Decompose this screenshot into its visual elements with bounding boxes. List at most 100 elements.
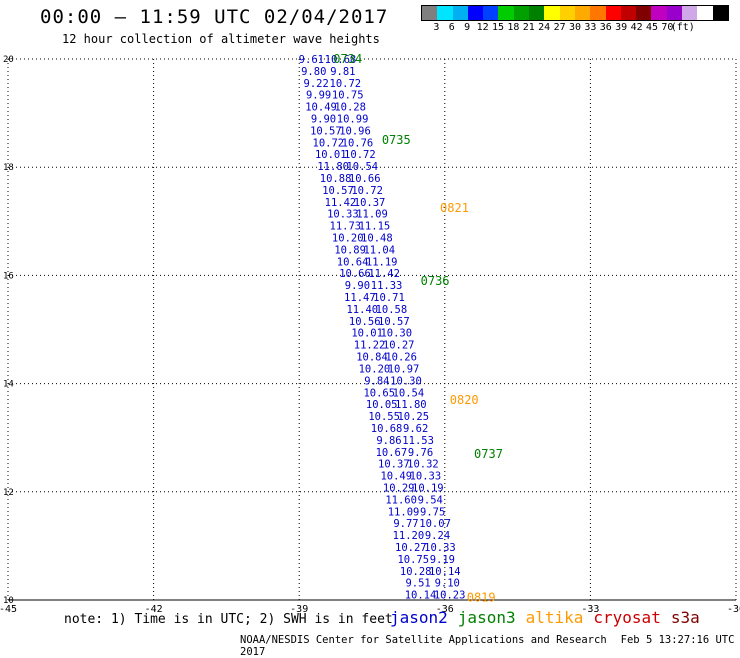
color-scale-label: 6 xyxy=(448,22,455,33)
wave-height-value: 10.33 xyxy=(327,209,359,221)
x-tick-label: -39 xyxy=(290,604,308,615)
wave-height-value: 10.76 xyxy=(342,137,374,149)
wave-height-value: 10.07 xyxy=(419,518,451,530)
wave-height-value: 10.37 xyxy=(354,197,386,209)
color-swatch xyxy=(605,6,621,20)
wave-height-value: 10.28 xyxy=(334,102,366,114)
wave-height-value: 10.01 xyxy=(351,328,383,340)
page-title: 00:00 – 11:59 UTC 02/04/2017 xyxy=(40,6,389,28)
wave-height-value: 9.81 xyxy=(330,66,355,78)
wave-height-value: 11.80 xyxy=(317,161,349,173)
wave-height-value: 10.72 xyxy=(344,149,376,161)
x-tick-label: -36 xyxy=(436,604,454,615)
wave-height-value: 10.25 xyxy=(397,411,429,423)
wave-height-value: 10.89 xyxy=(334,244,366,256)
wave-height-value: 10.55 xyxy=(368,411,400,423)
color-swatch xyxy=(697,6,713,20)
wave-height-value: 10.54 xyxy=(393,387,425,399)
footer: NOAA/NESDIS Center for Satellite Applica… xyxy=(240,634,740,658)
color-swatch xyxy=(682,6,698,20)
wave-height-value: 10.75 xyxy=(397,554,429,566)
wave-height-value: 11.22 xyxy=(354,340,386,352)
wave-height-value: 10.88 xyxy=(320,173,352,185)
wave-height-value: 10.57 xyxy=(322,185,354,197)
wave-height-value: 10.32 xyxy=(407,459,439,471)
wave-height-value: 10.65 xyxy=(363,387,395,399)
color-swatch xyxy=(666,6,683,20)
color-scale-label: 24 xyxy=(538,22,551,33)
wave-height-value: 10.72 xyxy=(313,137,345,149)
color-swatch xyxy=(620,6,637,20)
color-swatch xyxy=(651,6,667,20)
color-swatch xyxy=(513,6,530,20)
wave-height-value: 10.96 xyxy=(339,125,371,137)
wave-height-value: 9.51 xyxy=(405,578,430,590)
legend-entry-cryosat: cryosat xyxy=(593,608,661,627)
color-scale-label: 36 xyxy=(599,22,612,33)
color-swatch xyxy=(712,6,728,20)
legend-entry-s3a: s3a xyxy=(670,608,700,627)
color-scale-label: 70 xyxy=(661,22,674,33)
wave-height-value: 10.66 xyxy=(349,173,381,185)
wave-height-value: 9.99 xyxy=(306,90,331,102)
wave-height-value: 10.23 xyxy=(434,590,466,602)
wave-height-value: 10.68 xyxy=(325,54,357,66)
wave-height-value: 11.33 xyxy=(371,280,403,292)
wave-height-value: 10.14 xyxy=(429,566,461,578)
footer-credit: NOAA/NESDIS Center for Satellite Applica… xyxy=(240,634,607,646)
wave-height-value: 10.20 xyxy=(332,233,364,245)
wave-height-value: 10.19 xyxy=(412,482,444,494)
wave-height-value: 10.67 xyxy=(376,447,408,459)
wave-height-value: 10.57 xyxy=(310,125,342,137)
color-scale-label: (ft) xyxy=(670,22,695,33)
wave-height-value: 9.90 xyxy=(345,280,370,292)
color-scale-label: 18 xyxy=(507,22,520,33)
y-tick-label: 12 xyxy=(3,488,14,498)
wave-height-value: 10.30 xyxy=(390,375,422,387)
color-scale-bar xyxy=(421,5,729,21)
wave-height-value: 10.37 xyxy=(378,459,410,471)
wave-height-value: 11.15 xyxy=(359,221,391,233)
wave-height-value: 10.72 xyxy=(330,78,362,90)
wave-height-value: 9.54 xyxy=(418,494,443,506)
color-swatch xyxy=(422,6,438,20)
wave-height-value: 10.71 xyxy=(373,292,405,304)
wave-height-value: 10.66 xyxy=(339,268,371,280)
color-scale-label: 21 xyxy=(522,22,535,33)
color-swatch xyxy=(437,6,453,20)
satellite-legend: jason2 jason3 altika cryosat s3a xyxy=(390,608,710,627)
wave-height-value: 10.33 xyxy=(410,471,442,483)
wave-height-value: 9.62 xyxy=(403,423,428,435)
note-text: note: 1) Time is in UTC; 2) SWH is in fe… xyxy=(64,612,393,627)
color-scale-labels: 3 6 9 12 15 18 21 24 27 30 33 36 39 42 45 70 (ft) xyxy=(421,22,736,36)
x-tick-label: -45 xyxy=(0,604,17,615)
time-label: 0737 xyxy=(474,447,503,461)
color-swatch xyxy=(544,6,560,20)
y-tick-label: 10 xyxy=(3,596,14,606)
wave-height-value: 10.01 xyxy=(315,149,347,161)
wave-height-value: 9.77 xyxy=(393,518,418,530)
wave-height-value: 10.30 xyxy=(380,328,412,340)
color-scale-label: 42 xyxy=(630,22,643,33)
color-scale-label: 39 xyxy=(615,22,628,33)
time-label: 0735 xyxy=(382,133,411,147)
wave-height-value: 10.68 xyxy=(371,423,403,435)
color-scale-label: 3 xyxy=(433,22,440,33)
wave-height-value: 10.84 xyxy=(356,352,388,364)
wave-height-value: 10.99 xyxy=(337,114,369,126)
wave-height-value: 9.24 xyxy=(425,530,450,542)
color-swatch xyxy=(590,6,606,20)
wave-height-value: 10.20 xyxy=(359,363,391,375)
wave-height-value: 10.29 xyxy=(383,482,415,494)
x-tick-label: -33 xyxy=(581,604,599,615)
wave-height-value: 10.05 xyxy=(366,399,398,411)
wave-height-value: 10.33 xyxy=(424,542,456,554)
wave-height-value: 9.22 xyxy=(304,78,329,90)
x-tick-label: -30 xyxy=(727,604,740,615)
wave-height-value: 9.19 xyxy=(430,554,455,566)
time-label: 0736 xyxy=(421,274,450,288)
wave-height-value: 9.61 xyxy=(299,54,324,66)
legend-entry-jason2: jason2 xyxy=(390,608,448,627)
page-subtitle: 12 hour collection of altimeter wave hei… xyxy=(62,32,380,46)
wave-height-value: 10.58 xyxy=(376,304,408,316)
